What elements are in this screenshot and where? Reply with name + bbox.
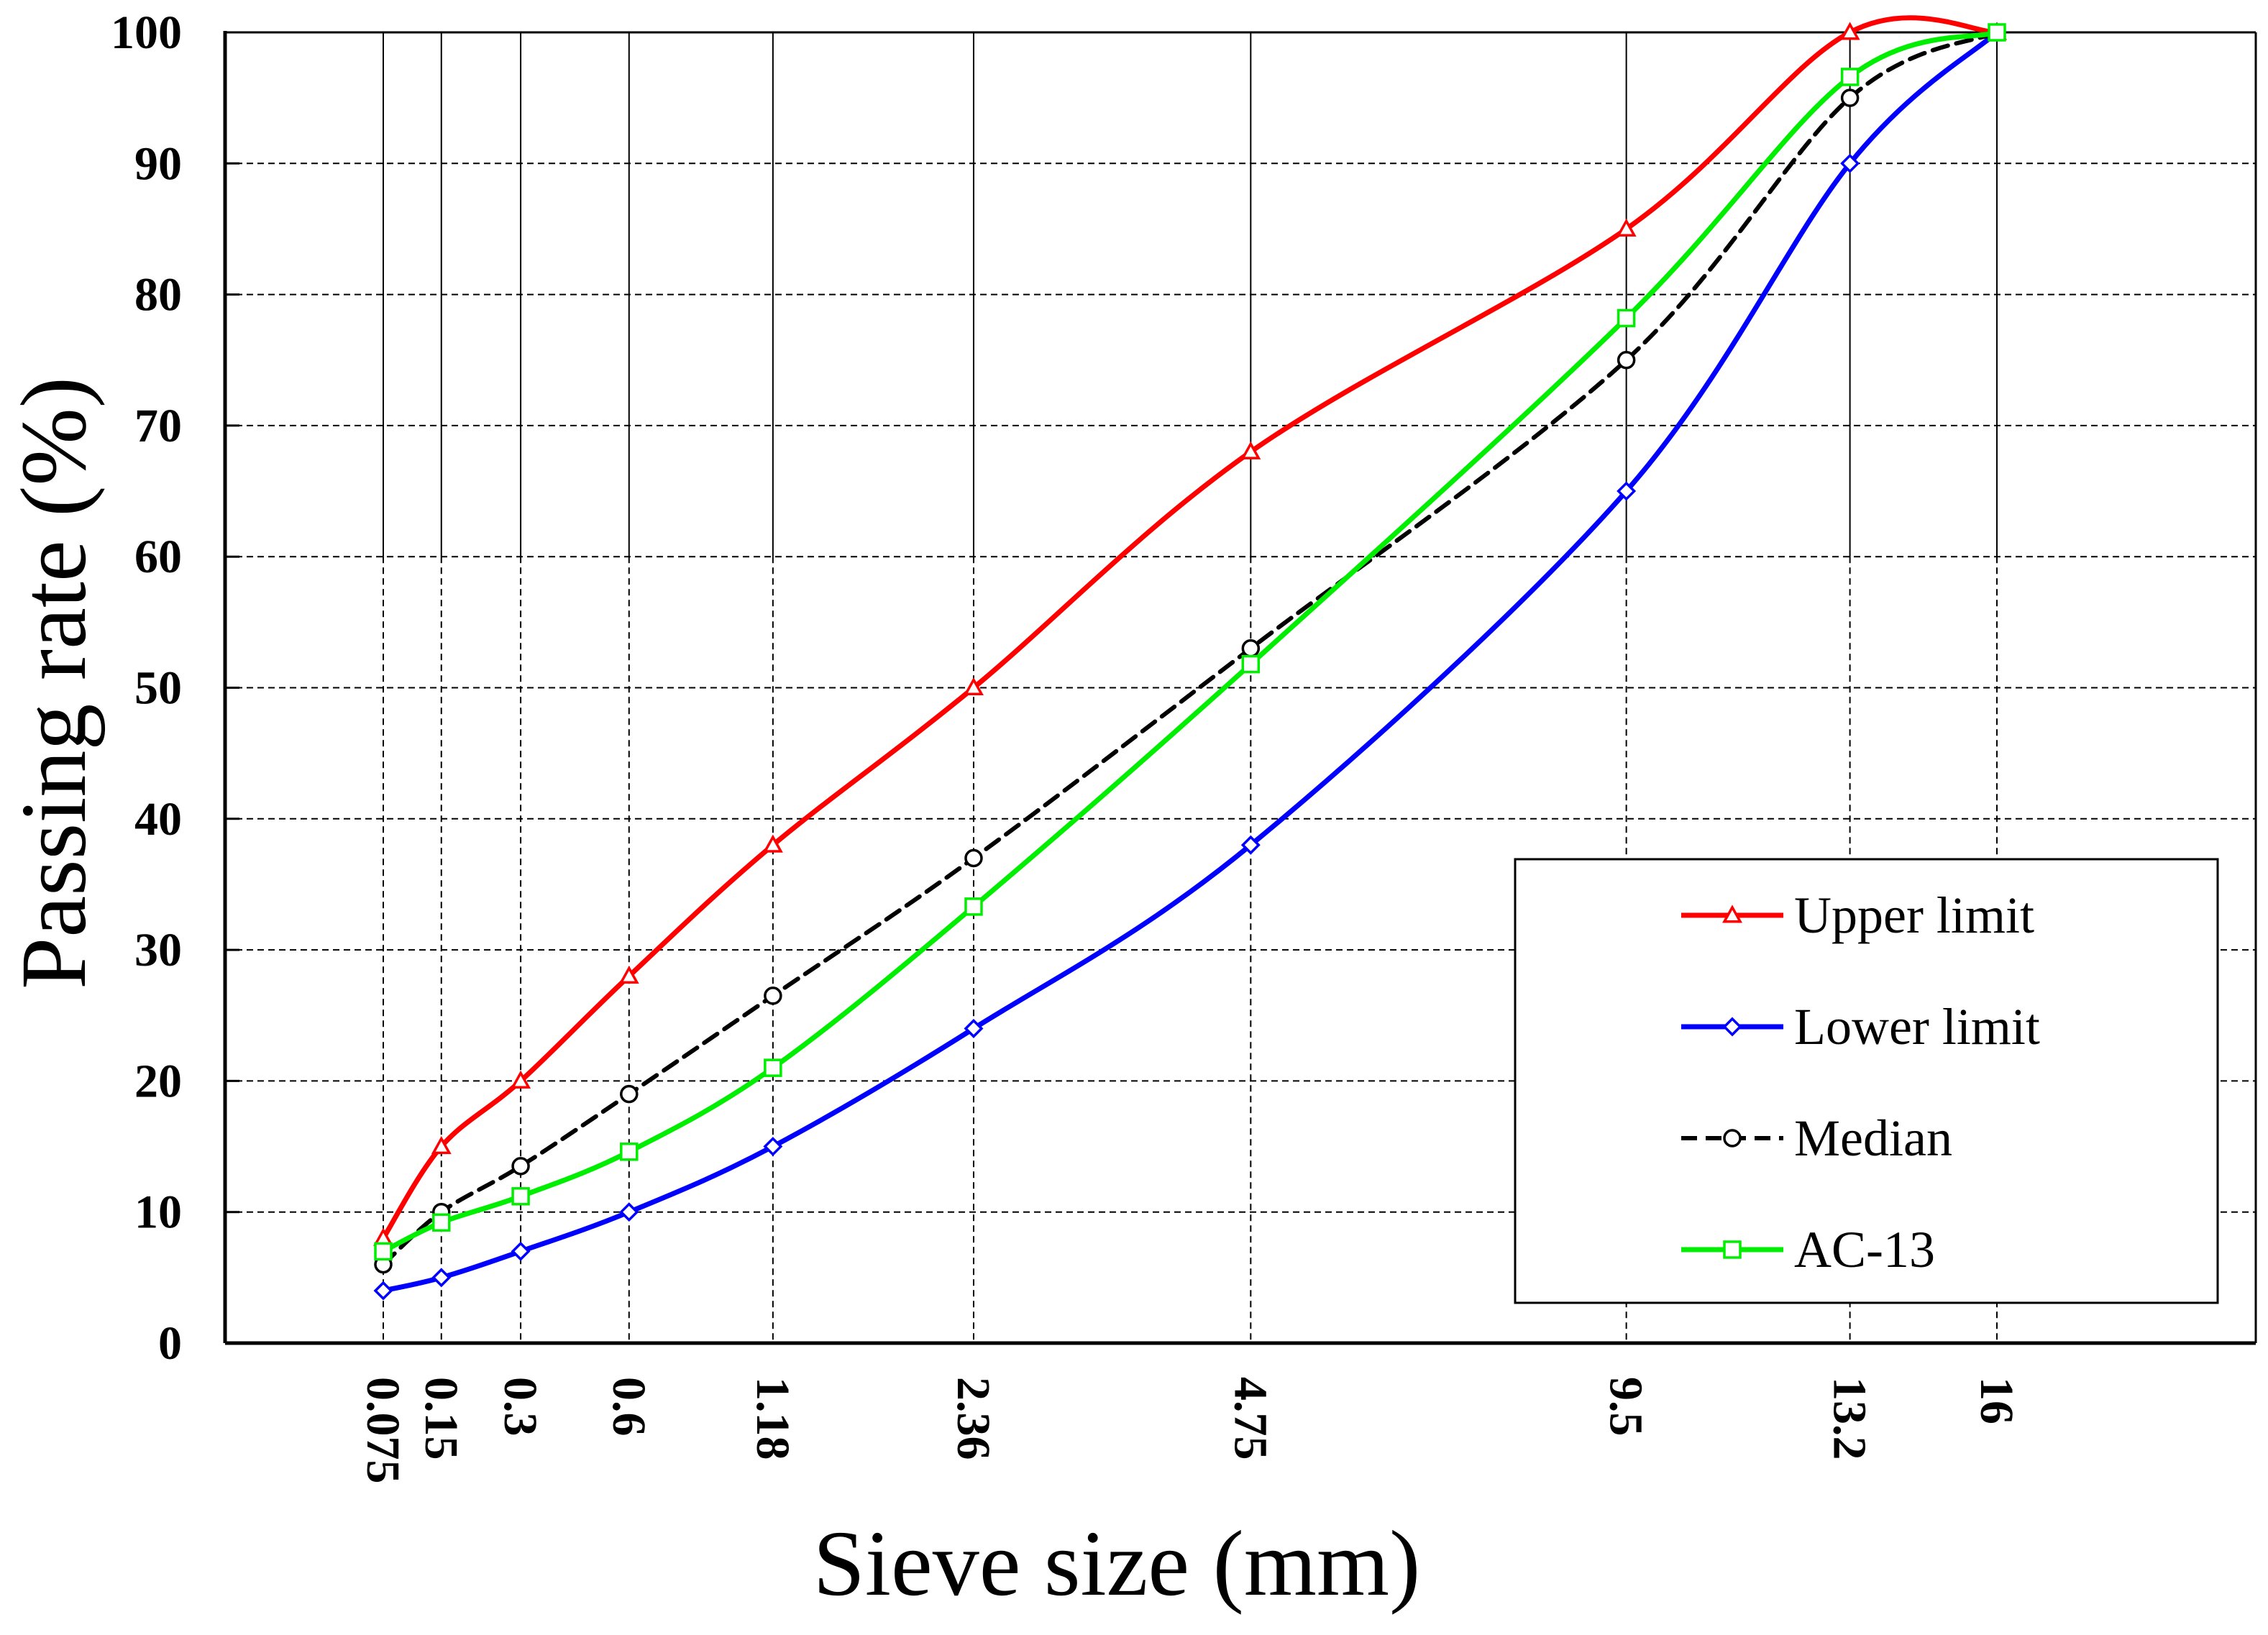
data-point-upper-limit [511, 1070, 531, 1089]
data-point-ac-13 [1988, 23, 2006, 42]
data-point-ac-13 [1617, 308, 1636, 328]
data-point-lower-limit [763, 1137, 783, 1157]
data-point-ac-13 [432, 1213, 451, 1232]
x-tick-label: 0.15 [415, 1377, 467, 1460]
y-tick-label: 50 [134, 662, 182, 715]
data-point-upper-limit [618, 965, 639, 984]
y-tick-label: 90 [134, 137, 182, 190]
y-tick-label: 20 [134, 1055, 182, 1107]
series-layer [373, 15, 2007, 1301]
data-point-upper-limit [1616, 218, 1637, 237]
y-tick-label: 10 [134, 1186, 182, 1239]
data-point-upper-limit [1839, 22, 1860, 40]
data-point-upper-limit [431, 1135, 452, 1155]
legend-marker-median [1723, 1129, 1742, 1148]
data-point-lower-limit [619, 1202, 639, 1222]
data-point-median [1617, 351, 1636, 370]
data-point-upper-limit [1240, 441, 1261, 459]
grid [225, 32, 2256, 1343]
y-tick-label: 100 [111, 6, 182, 59]
x-tick-label: 2.36 [947, 1377, 1000, 1460]
legend: Upper limit Lower limit Median AC-13 [1514, 858, 2219, 1304]
x-tick-label: 9.5 [1600, 1377, 1652, 1437]
data-point-ac-13 [1840, 68, 1860, 86]
data-point-lower-limit [1840, 153, 1860, 173]
data-point-lower-limit [511, 1241, 531, 1261]
series-line-lower-limit [380, 29, 2000, 1293]
axis-labels: Sieve size (mm) Passing rate (%) [2, 377, 1420, 1616]
y-tick-label: 70 [134, 400, 182, 452]
y-tick-label: 30 [134, 924, 182, 976]
data-point-median [620, 1084, 639, 1104]
data-point-ac-13 [620, 1142, 639, 1161]
data-point-ac-13 [964, 897, 983, 916]
data-point-lower-limit [1240, 835, 1261, 855]
data-point-median [511, 1157, 530, 1176]
x-tick-label: 13.2 [1824, 1377, 1876, 1460]
x-tick-label: 0.075 [357, 1377, 409, 1484]
data-point-median [964, 848, 983, 868]
legend-label-lower-limit: Lower limit [1794, 998, 2040, 1055]
data-point-upper-limit [762, 834, 783, 853]
y-tick-label: 60 [134, 531, 182, 583]
x-tick-label: 4.75 [1224, 1377, 1276, 1460]
legend-marker-upper-limit [1722, 904, 1742, 923]
legend-box [1514, 858, 2219, 1304]
data-point-median [1840, 88, 1860, 107]
x-tick-label: 1.18 [746, 1377, 799, 1460]
series-line-median [381, 30, 1999, 1267]
data-point-lower-limit [431, 1268, 452, 1288]
data-point-lower-limit [1617, 481, 1637, 501]
data-point-lower-limit [964, 1019, 984, 1038]
axes: 0 10 20 30 40 50 60 70 80 90 100 0.075 0.15 0.3 0.6 1.1… [111, 6, 2257, 1484]
data-point-ac-13 [764, 1058, 782, 1077]
x-axis-title: Sieve size (mm) [813, 1512, 1421, 1616]
data-point-ac-13 [1241, 654, 1261, 674]
data-point-ac-13 [374, 1242, 393, 1261]
legend-label-median: Median [1794, 1109, 1952, 1167]
legend-marker-ac-13 [1723, 1240, 1742, 1259]
x-tick-label: 0.6 [603, 1377, 655, 1437]
y-tick-label: 40 [134, 793, 182, 846]
legend-marker-lower-limit [1722, 1017, 1742, 1037]
x-tick-label: 16 [1970, 1377, 2023, 1424]
y-axis-title: Passing rate (%) [2, 377, 106, 989]
data-point-median [764, 986, 782, 1005]
y-tick-label: 0 [158, 1317, 182, 1370]
y-tick-label: 80 [134, 269, 182, 321]
data-point-median [1241, 639, 1261, 658]
data-point-ac-13 [511, 1187, 530, 1206]
legend-label-upper-limit: Upper limit [1794, 887, 2034, 944]
series-line-ac-13 [380, 29, 2000, 1254]
legend-label-ac-13: AC-13 [1794, 1221, 1935, 1278]
x-tick-label: 0.3 [494, 1377, 547, 1437]
data-point-upper-limit [964, 677, 984, 696]
data-point-lower-limit [373, 1281, 393, 1301]
